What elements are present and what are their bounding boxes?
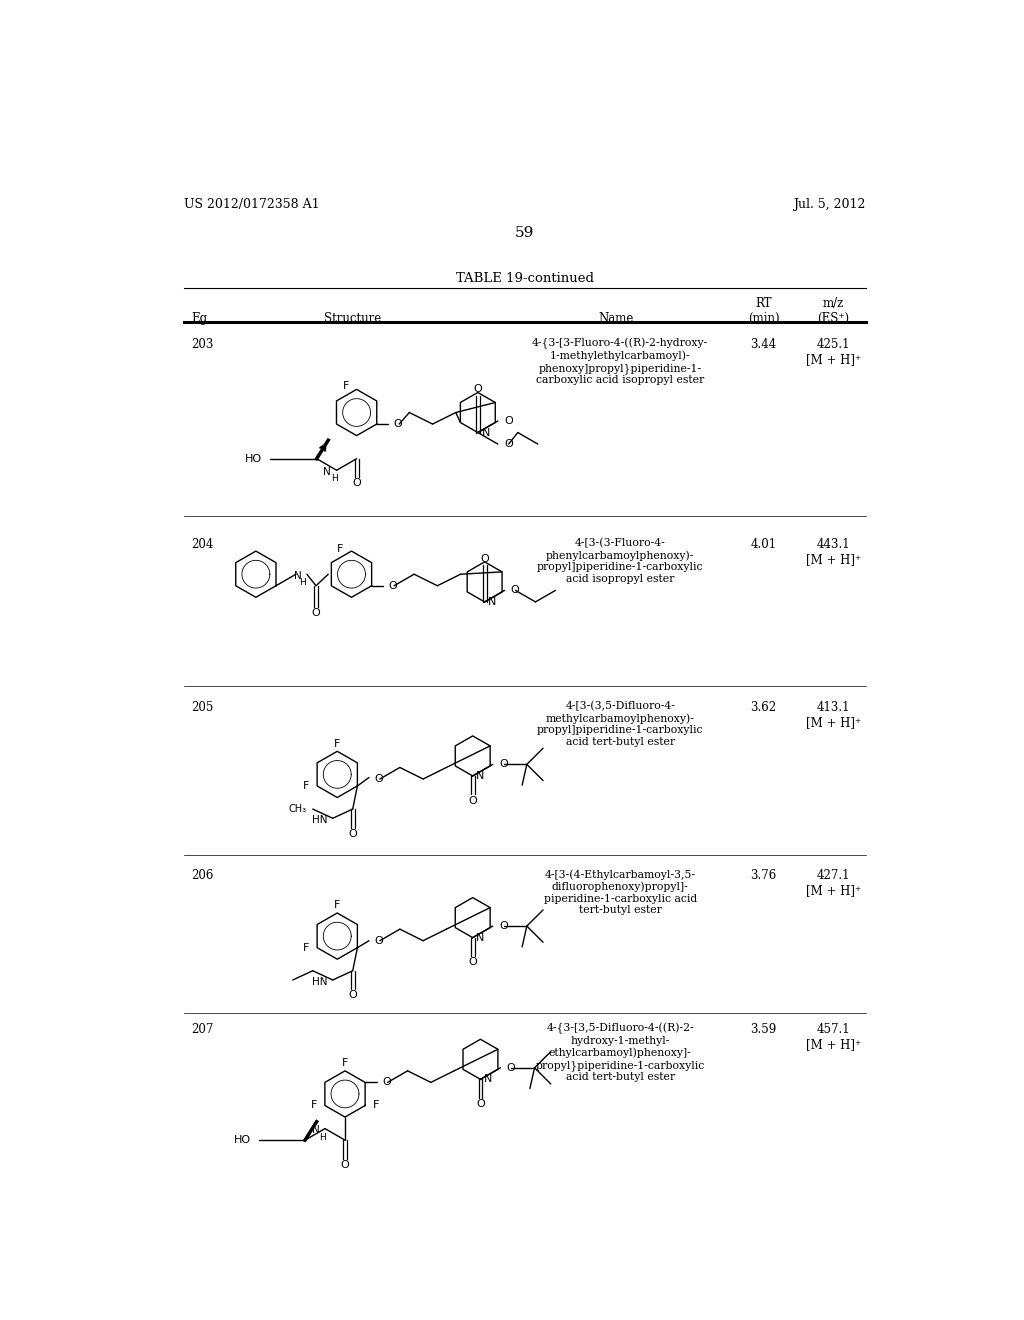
Text: m/z: m/z (822, 297, 844, 310)
Text: H: H (331, 474, 338, 483)
Text: N: N (324, 467, 331, 477)
Text: 4.01: 4.01 (751, 539, 776, 550)
Text: O: O (507, 1063, 515, 1073)
Text: 206: 206 (191, 869, 214, 882)
Text: 425.1
[M + H]⁺: 425.1 [M + H]⁺ (806, 338, 861, 366)
Text: O: O (468, 957, 477, 968)
Text: N: N (481, 428, 489, 437)
Text: US 2012/0172358 A1: US 2012/0172358 A1 (183, 198, 319, 211)
Text: 4-{3-[3,5-Difluoro-4-((R)-2-
hydroxy-1-methyl-
ethylcarbamoyl)phenoxy]-
propyl}p: 4-{3-[3,5-Difluoro-4-((R)-2- hydroxy-1-m… (536, 1023, 705, 1082)
Text: O: O (341, 1160, 349, 1170)
Text: Name: Name (599, 313, 634, 326)
Text: 203: 203 (191, 338, 214, 351)
Text: O: O (499, 759, 508, 770)
Text: O: O (468, 796, 477, 805)
Text: (min): (min) (748, 313, 779, 326)
Text: N: N (312, 1125, 319, 1135)
Text: F: F (334, 739, 340, 748)
Text: 4-[3-(3,5-Difluoro-4-
methylcarbamoylphenoxy)-
propyl]piperidine-1-carboxylic
ac: 4-[3-(3,5-Difluoro-4- methylcarbamoylphe… (537, 701, 703, 747)
Text: 4-{3-[3-Fluoro-4-((R)-2-hydroxy-
1-methylethylcarbamoyl)-
phenoxy]propyl}piperid: 4-{3-[3-Fluoro-4-((R)-2-hydroxy- 1-methy… (532, 338, 709, 385)
Text: O: O (394, 418, 402, 429)
Text: (ES⁺): (ES⁺) (817, 313, 849, 326)
Text: N: N (476, 933, 484, 942)
Text: Jul. 5, 2012: Jul. 5, 2012 (794, 198, 866, 211)
Text: N: N (295, 570, 302, 581)
Text: Eg: Eg (191, 313, 208, 326)
Text: 207: 207 (191, 1023, 214, 1036)
Text: O: O (504, 416, 513, 426)
Text: N: N (488, 597, 497, 607)
Text: O: O (382, 1077, 391, 1088)
Text: O: O (480, 554, 489, 564)
Text: HN: HN (312, 814, 328, 825)
Text: 413.1
[M + H]⁺: 413.1 [M + H]⁺ (806, 701, 861, 729)
Text: 59: 59 (515, 226, 535, 240)
Text: HO: HO (246, 454, 262, 463)
Text: 457.1
[M + H]⁺: 457.1 [M + H]⁺ (806, 1023, 861, 1051)
Text: RT: RT (756, 297, 772, 310)
Text: O: O (375, 936, 383, 945)
Text: 205: 205 (191, 701, 214, 714)
Text: CH₃: CH₃ (289, 804, 306, 814)
Text: H: H (299, 578, 305, 587)
Text: F: F (303, 781, 309, 791)
Text: O: O (348, 990, 357, 1001)
Text: O: O (504, 440, 513, 449)
Text: F: F (342, 380, 349, 391)
Text: TABLE 19-continued: TABLE 19-continued (456, 272, 594, 285)
Text: 3.44: 3.44 (751, 338, 776, 351)
Text: H: H (319, 1133, 326, 1142)
Text: O: O (352, 478, 361, 488)
Text: HN: HN (312, 977, 328, 986)
Text: 4-[3-(4-Ethylcarbamoyl-3,5-
difluorophenoxy)propyl]-
piperidine-1-carboxylic aci: 4-[3-(4-Ethylcarbamoyl-3,5- difluorophen… (544, 869, 696, 915)
Text: O: O (511, 585, 519, 595)
Text: 4-[3-(3-Fluoro-4-
phenylcarbamoylphenoxy)-
propyl]piperidine-1-carboxylic
acid i: 4-[3-(3-Fluoro-4- phenylcarbamoylphenoxy… (537, 539, 703, 583)
Text: 427.1
[M + H]⁺: 427.1 [M + H]⁺ (806, 869, 861, 898)
Text: 3.59: 3.59 (751, 1023, 776, 1036)
Text: 3.62: 3.62 (751, 701, 776, 714)
Text: F: F (342, 1059, 348, 1068)
Text: HO: HO (233, 1135, 251, 1146)
Text: O: O (389, 581, 397, 591)
Text: O: O (499, 921, 508, 931)
Text: N: N (484, 1074, 493, 1084)
Text: O: O (375, 774, 383, 784)
Text: N: N (476, 771, 484, 781)
Text: F: F (303, 942, 309, 953)
Text: F: F (337, 544, 344, 554)
Text: 204: 204 (191, 539, 214, 550)
Text: Structure: Structure (325, 313, 381, 326)
Text: F: F (373, 1101, 379, 1110)
Text: O: O (476, 1100, 484, 1109)
Text: F: F (310, 1101, 317, 1110)
Text: F: F (334, 900, 340, 911)
Text: 3.76: 3.76 (751, 869, 776, 882)
Text: O: O (311, 607, 321, 618)
Text: O: O (348, 829, 357, 838)
Text: O: O (473, 384, 482, 395)
Text: 443.1
[M + H]⁺: 443.1 [M + H]⁺ (806, 539, 861, 566)
